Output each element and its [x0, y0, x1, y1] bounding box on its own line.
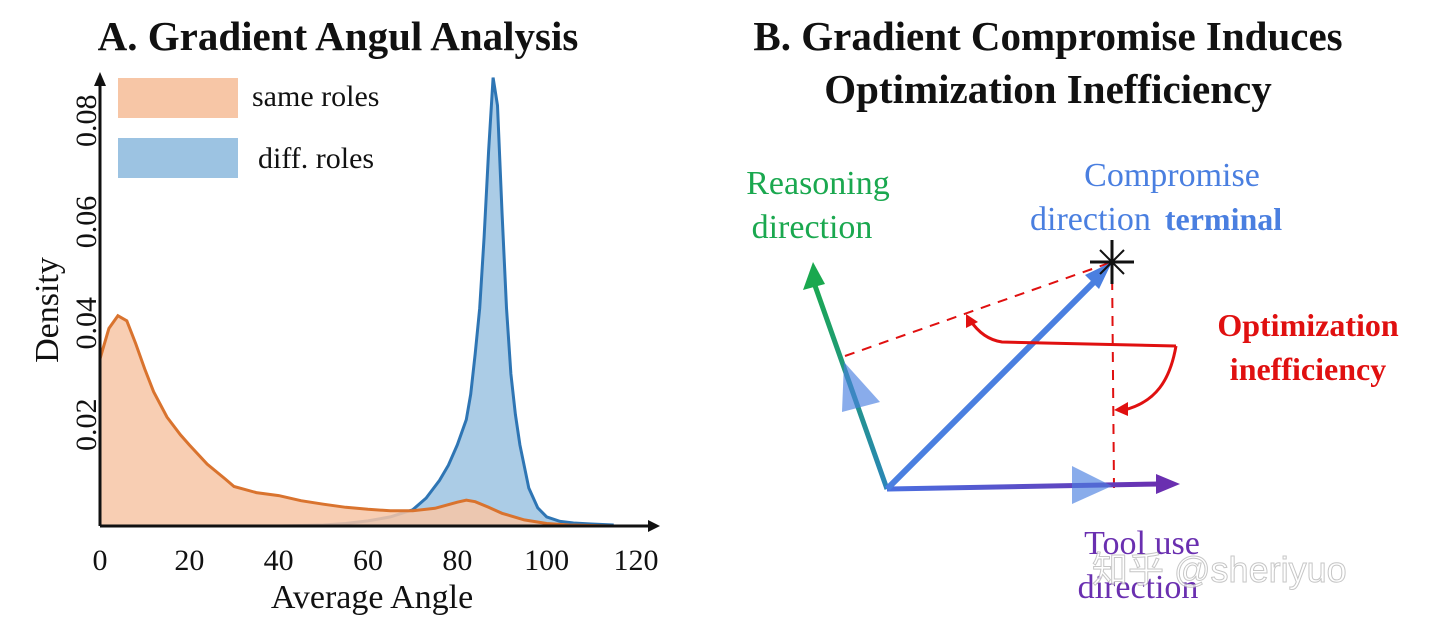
optimization-label-line1: Optimization — [1217, 307, 1399, 343]
compromise-direction-arrow — [884, 275, 1101, 492]
x-tick-label: 100 — [524, 544, 569, 577]
tool-use-label-line2: direction — [1078, 569, 1199, 606]
legend: same roles diff. roles — [118, 78, 379, 178]
x-tick-label: 40 — [264, 544, 294, 577]
reasoning-label-line2: direction — [752, 209, 873, 246]
panel-b-title-line1: B. Gradient Compromise Induces — [753, 13, 1342, 59]
x-tick-label: 80 — [442, 544, 472, 577]
watermark: 知乎 @sheriyuo — [1092, 549, 1347, 590]
legend-swatch-same-roles — [118, 78, 238, 118]
panel-b: B. Gradient Compromise Induces Optimizat… — [746, 13, 1399, 606]
panel-a: A. Gradient Angul Analysis 0 20 40 60 80 100 1… — [29, 13, 660, 616]
density-line-same-roles — [98, 313, 614, 528]
reasoning-arrowhead — [803, 262, 825, 290]
y-axis-label: Density — [29, 257, 66, 363]
inefficiency-curve-lower — [1123, 345, 1178, 412]
legend-label-same-roles: same roles — [252, 80, 379, 113]
inefficiency-arrowhead-upper — [966, 314, 978, 328]
y-tick-label: 0.08 — [70, 94, 103, 147]
compromise-label-direction: direction — [1030, 201, 1151, 238]
x-tick-label: 0 — [93, 544, 108, 577]
tool-use-direction-arrow — [886, 481, 1161, 492]
tool-use-triangle-marker — [1072, 466, 1112, 504]
y-tick-label: 0.04 — [70, 297, 103, 350]
panel-a-title: A. Gradient Angul Analysis — [98, 13, 579, 59]
density-area-same-roles — [100, 315, 614, 526]
x-tick-label: 120 — [614, 544, 659, 577]
density-plot: 0 20 40 60 80 100 120 0.02 0.04 0.06 0.08 Average… — [29, 72, 660, 616]
y-tick-label: 0.02 — [70, 398, 103, 451]
dashed-projection-reasoning — [844, 261, 1113, 357]
compromise-label-line2: direction terminal — [1030, 201, 1282, 238]
inefficiency-arrowhead-lower — [1114, 402, 1128, 416]
x-axis-arrow — [648, 520, 660, 532]
reasoning-triangle-marker — [842, 362, 880, 412]
optimization-label-line2: inefficiency — [1230, 351, 1386, 387]
tool-use-arrowhead — [1156, 474, 1180, 494]
terminal-star-icon — [1090, 240, 1134, 284]
x-tick-label: 20 — [174, 544, 204, 577]
compromise-label-line1: Compromise — [1084, 157, 1260, 194]
legend-label-diff-roles: diff. roles — [258, 142, 374, 175]
x-axis-label: Average Angle — [271, 579, 473, 616]
y-axis-arrow — [94, 72, 106, 86]
density-areas — [98, 77, 614, 528]
legend-swatch-diff-roles — [118, 138, 238, 178]
x-tick-label: 60 — [353, 544, 383, 577]
inefficiency-curve-upper — [968, 319, 1177, 348]
tool-use-label-line1: Tool use — [1084, 525, 1200, 562]
y-tick-labels: 0.02 0.04 0.06 0.08 — [70, 94, 103, 451]
compromise-label-terminal: terminal — [1165, 201, 1282, 237]
panel-b-title-line2: Optimization Inefficiency — [824, 66, 1272, 112]
reasoning-label-line1: Reasoning — [746, 165, 890, 202]
dashed-projection-tool — [1111, 261, 1115, 489]
x-tick-labels: 0 20 40 60 80 100 120 — [93, 544, 659, 577]
y-tick-label: 0.06 — [70, 196, 103, 249]
